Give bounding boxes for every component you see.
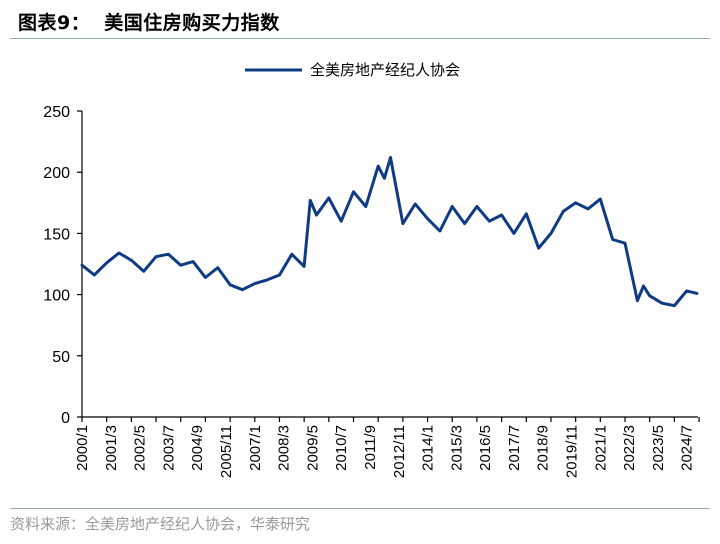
x-tick-label: 2018/9 [535,425,552,471]
x-tick-label: 2004/9 [189,425,206,471]
series-line [80,156,699,308]
x-tick-label: 2016/5 [477,425,494,471]
x-tick-label: 2021/1 [592,425,609,471]
y-tick-label: 250 [43,104,70,121]
x-tick-label: 2017/7 [506,425,523,471]
figure-title: 图表9： 美国住房购买力指数 [18,8,280,35]
figure-number: 图表9： [18,12,91,34]
title-divider [10,38,710,39]
legend-label: 全美房地产经纪人协会 [310,61,460,79]
x-tick-label: 2002/5 [132,425,149,471]
y-tick-label: 150 [43,226,70,243]
x-tick-label: 2024/7 [679,425,696,471]
x-axis: 2000/1 2001/3 2002/5 2003/7 2004/9 2005/11 200… [74,416,700,478]
x-tick-label: 2019/11 [564,425,581,478]
x-tick-label: 2008/3 [276,425,293,471]
x-tick-label: 2000/1 [74,425,91,471]
x-tick-label: 2010/7 [333,425,350,471]
figure-title-text: 美国住房购买力指数 [104,12,280,34]
x-tick-label: 2014/1 [420,425,437,471]
x-tick-label: 2003/7 [160,425,177,471]
source-note: 资料来源：全美房地产经纪人协会，华泰研究 [10,515,311,533]
x-tick-label: 2001/3 [103,425,120,471]
legend: 全美房地产经纪人协会 [245,61,460,79]
x-tick-label: 2005/11 [218,425,235,478]
y-tick-label: 100 [43,288,70,305]
x-tick-label: 2011/9 [362,425,379,470]
x-tick-label: 2023/5 [650,425,667,471]
y-axis: 0 50 100 150 200 250 [43,104,83,427]
x-tick-label: 2009/5 [304,425,321,471]
x-tick-label: 2022/3 [621,425,638,471]
x-tick-label: 2015/3 [448,425,465,471]
x-tick-label: 2012/11 [391,425,408,478]
x-tick-label: 2007/1 [247,425,264,471]
footer-divider [10,508,710,509]
y-tick-label: 0 [61,410,70,427]
y-tick-label: 200 [43,165,70,182]
y-tick-label: 50 [52,349,70,366]
